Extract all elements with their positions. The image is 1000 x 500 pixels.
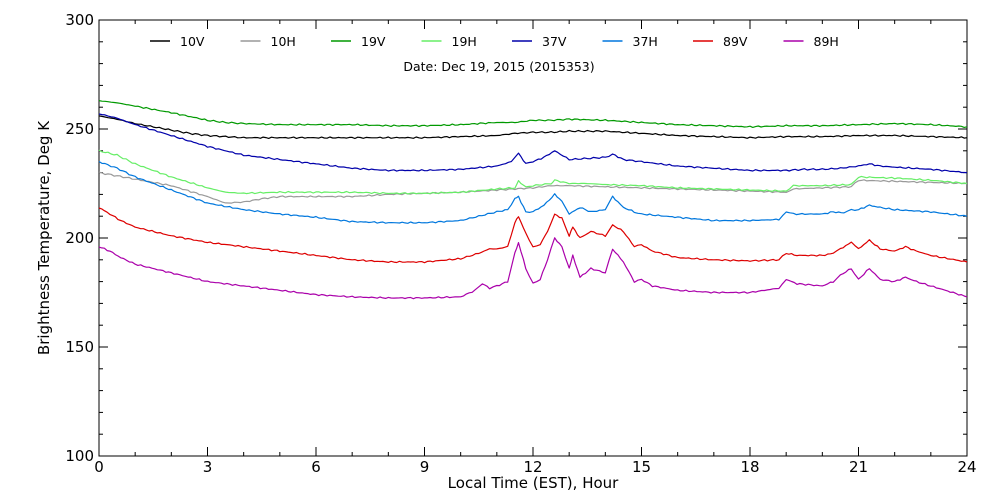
axes: 0 3 6 9 12 15 18 21 24 100 150 200 250 300	[65, 11, 976, 476]
y-tick-label: 300	[65, 11, 94, 29]
x-tick-label: 6	[311, 458, 321, 476]
series-line-37h	[98, 160, 968, 224]
y-tick-label: 150	[65, 338, 94, 356]
legend: 10V 10H 19V 19H 37V 37H 89V 89H	[150, 34, 839, 49]
y-tick-label: 100	[65, 447, 94, 465]
legend-item-89h: 89H	[783, 34, 839, 49]
y-axis-label: Brightness Temperature, Deg K	[35, 120, 53, 355]
x-tick-label: 15	[632, 458, 651, 476]
x-tick-label: 12	[523, 458, 542, 476]
x-axis-label: Local Time (EST), Hour	[448, 474, 619, 492]
x-tick-label: 9	[420, 458, 430, 476]
legend-label: 10H	[271, 34, 296, 49]
x-tick-label: 0	[94, 458, 104, 476]
legend-label: 19V	[361, 34, 386, 49]
chart-subtitle: Date: Dec 19, 2015 (2015353)	[403, 59, 594, 74]
x-tick-label: 21	[849, 458, 868, 476]
legend-item-37h: 37H	[602, 34, 658, 49]
series-line-89h	[98, 237, 968, 300]
y-tick-label: 200	[65, 229, 94, 247]
series-line-19v	[98, 100, 968, 129]
x-tick-label: 18	[740, 458, 759, 476]
series-line-37v	[98, 113, 968, 174]
series-line-10h	[98, 171, 967, 204]
legend-label: 89V	[723, 34, 748, 49]
legend-label: 89H	[814, 34, 839, 49]
legend-label: 10V	[180, 34, 205, 49]
legend-item-19h: 19H	[421, 34, 477, 49]
series-lines	[98, 100, 968, 300]
series-line-10v	[98, 115, 968, 140]
plot-frame	[98, 19, 968, 457]
legend-label: 19H	[452, 34, 477, 49]
legend-item-19v: 19V	[331, 34, 386, 49]
series-line-19h	[98, 149, 968, 195]
x-tick-label: 3	[203, 458, 213, 476]
y-tick-label: 250	[65, 120, 94, 138]
legend-item-37v: 37V	[512, 34, 567, 49]
legend-label: 37H	[633, 34, 658, 49]
x-tick-label: 24	[957, 458, 976, 476]
series-line-89v	[98, 207, 968, 264]
legend-item-89v: 89V	[693, 34, 748, 49]
legend-label: 37V	[542, 34, 567, 49]
legend-item-10h: 10H	[240, 34, 296, 49]
legend-item-10v: 10V	[150, 34, 205, 49]
